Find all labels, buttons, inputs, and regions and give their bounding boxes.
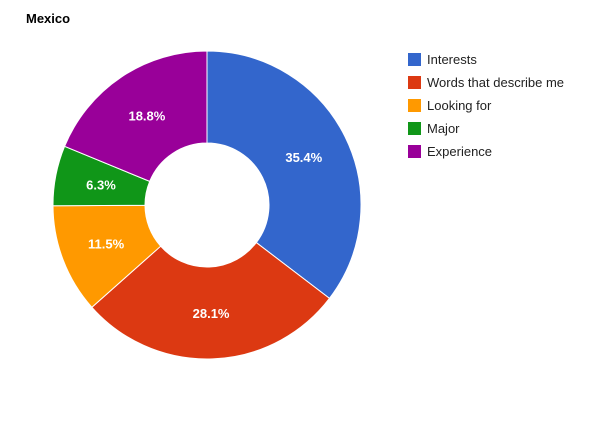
legend-label: Words that describe me <box>427 75 565 90</box>
legend-label: Experience <box>427 144 493 159</box>
donut-slice-experience <box>63 50 208 183</box>
chart-title: Mexico <box>26 11 71 26</box>
legend-label: Looking for <box>427 98 492 113</box>
legend-item: Experience <box>408 140 564 163</box>
legend-swatch <box>408 76 421 89</box>
slice-value-label: 11.5% <box>88 237 125 252</box>
legend-swatch <box>408 145 421 158</box>
legend-item: Words that describe me <box>408 71 564 94</box>
slice-value-label: 35.4% <box>285 150 322 165</box>
slice-value-label: 28.1% <box>193 306 230 321</box>
legend-item: Interests <box>408 48 564 71</box>
legend-swatch <box>408 53 421 66</box>
legend-swatch <box>408 122 421 135</box>
legend-item: Major <box>408 117 564 140</box>
donut-slice-words-that-describe-me <box>91 241 331 360</box>
legend-item: Looking for <box>408 94 564 117</box>
legend-label: Major <box>427 121 460 136</box>
slice-value-label: 6.3% <box>86 177 116 192</box>
donut-slice-interests <box>206 50 362 300</box>
legend-swatch <box>408 99 421 112</box>
legend-label: Interests <box>427 52 477 67</box>
chart-legend: Interests Words that describe me Looking f… <box>408 48 564 163</box>
slice-value-label: 18.8% <box>128 108 165 123</box>
